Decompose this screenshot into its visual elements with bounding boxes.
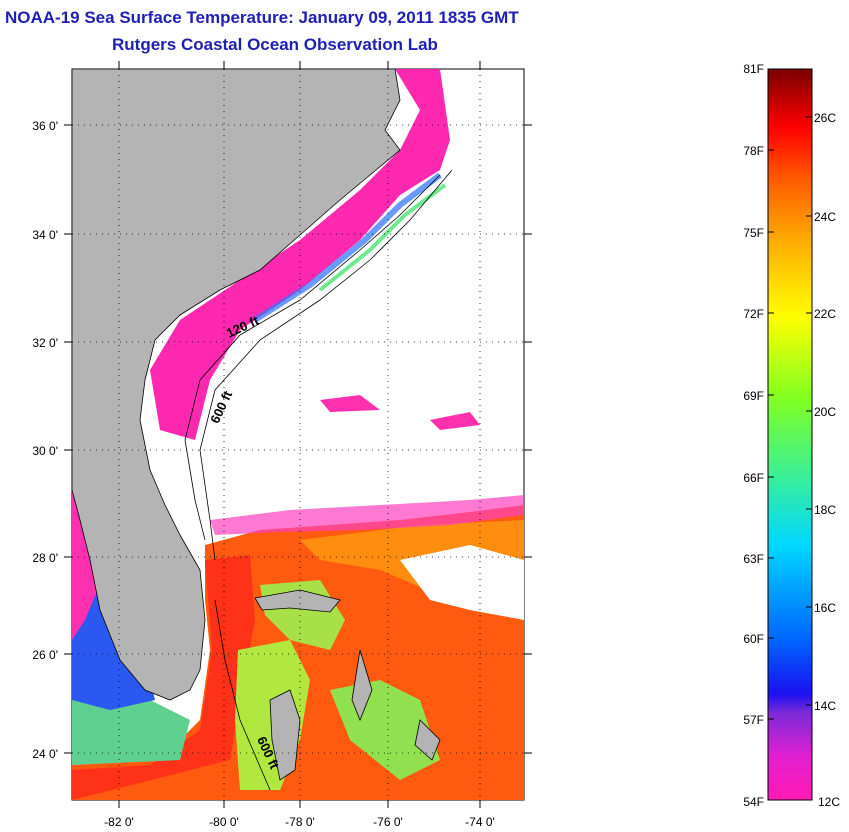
- colorbar-f-label: 81F: [743, 62, 764, 76]
- lat-label: 26 0': [32, 648, 58, 662]
- lat-label: 34 0': [32, 228, 58, 242]
- colorbar-f-label: 57F: [743, 713, 764, 727]
- map-subtitle: Rutgers Coastal Ocean Observation Lab: [112, 35, 438, 54]
- colorbar-f-label: 78F: [743, 144, 764, 158]
- lon-label: -78 0': [285, 815, 315, 829]
- scattered-pink-2: [320, 395, 380, 412]
- colorbar-c-label: 24C: [814, 210, 836, 224]
- lat-label: 36 0': [32, 119, 58, 133]
- isobath-600ft-south: [214, 599, 271, 791]
- cloud-patch: [400, 545, 524, 620]
- island-exuma: [414, 719, 441, 761]
- land: [72, 69, 401, 701]
- scattered-pink: [430, 412, 480, 430]
- isobath-600ft: [199, 169, 453, 561]
- shelf-front: [253, 172, 442, 323]
- island-eleuthera: [351, 649, 373, 722]
- warm-core: [72, 555, 255, 800]
- lat-label: 32 0': [32, 336, 58, 350]
- colorbar: [767, 68, 813, 801]
- map-title: NOAA-19 Sea Surface Temperature: January…: [5, 8, 519, 27]
- isobath-120ft: [184, 174, 441, 541]
- colorbar-c-label: 18C: [814, 503, 836, 517]
- lon-label: -80 0': [209, 815, 239, 829]
- colorbar-f-label: 66F: [743, 471, 764, 485]
- colorbar-c-label: 14C: [814, 699, 836, 713]
- colorbar-c-label: 22C: [814, 307, 836, 321]
- island-andros: [269, 689, 301, 781]
- colorbar-f-label: 69F: [743, 389, 764, 403]
- shelf-front-green: [318, 183, 447, 292]
- lat-label: 24 0': [32, 747, 58, 761]
- island-grand-bahama: [254, 589, 341, 613]
- lat-label: 28 0': [32, 551, 58, 565]
- lon-label: -74 0': [465, 815, 495, 829]
- colorbar-f-label: 72F: [743, 307, 764, 321]
- colorbar-ticks: [768, 116, 812, 720]
- lat-label: 30 0': [32, 444, 58, 458]
- colorbar-c-label: 26C: [814, 111, 836, 125]
- colorbar-f-label: 63F: [743, 552, 764, 566]
- colorbar-f-label: 54F: [743, 795, 764, 809]
- colorbar-f-label: 75F: [743, 226, 764, 240]
- colorbar-c-label: 12C: [818, 795, 840, 809]
- ticks: [64, 61, 532, 808]
- colorbar-c-label: 16C: [814, 601, 836, 615]
- colorbar-c-label: 20C: [814, 405, 836, 419]
- colorbar-f-label: 60F: [743, 632, 764, 646]
- cold-shelf-water: [150, 69, 450, 440]
- frontal-band: [210, 495, 524, 535]
- lon-label: -76 0': [373, 815, 403, 829]
- lon-label: -82 0': [104, 815, 134, 829]
